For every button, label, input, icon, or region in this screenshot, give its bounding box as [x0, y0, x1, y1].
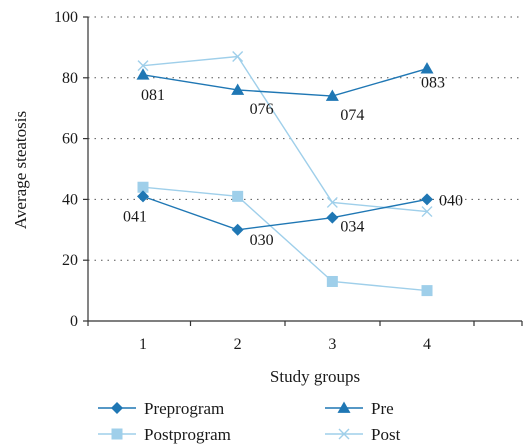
data-point [232, 51, 244, 63]
legend: Preprogram Pre Postprogram Post [98, 399, 401, 444]
x-tick-label: 1 [139, 336, 147, 353]
data-label: 076 [250, 101, 274, 118]
series-preprogram [137, 190, 434, 236]
series-group [136, 51, 434, 297]
legend-item-postprogram: Postprogram [98, 425, 231, 444]
legend-label: Pre [371, 399, 394, 418]
tick-labels: 0 20 40 60 80 100 1 2 3 4 [54, 9, 431, 353]
y-axis-label: Average steatosis [11, 111, 30, 229]
x-tick-label: 2 [234, 336, 242, 353]
y-tick-label: 80 [62, 70, 78, 87]
series-pre [136, 62, 434, 101]
data-point [337, 401, 351, 413]
data-label: 074 [340, 107, 364, 124]
data-point [137, 190, 149, 203]
legend-label: Post [371, 425, 401, 444]
y-tick-label: 100 [54, 9, 78, 26]
data-point [421, 285, 433, 297]
legend-label: Postprogram [144, 425, 231, 444]
x-tick-label: 4 [423, 336, 431, 353]
legend-item-pre: Pre [325, 399, 394, 418]
data-point [420, 62, 434, 74]
data-point [326, 196, 338, 208]
axes [83, 16, 523, 326]
data-point [231, 83, 245, 95]
data-point-stroke [338, 428, 350, 440]
y-tick-label: 0 [70, 313, 78, 330]
series-postprogram [137, 181, 433, 297]
x-tick-label: 3 [328, 336, 336, 353]
data-label: 081 [141, 87, 165, 104]
data-label: 083 [421, 75, 445, 92]
data-label: 034 [340, 219, 364, 236]
data-label: 041 [123, 208, 147, 225]
data-point [111, 428, 123, 440]
y-tick-label: 60 [62, 131, 78, 148]
data-point [421, 206, 433, 218]
data-point-stroke [137, 60, 149, 72]
data-point [136, 68, 150, 80]
x-axis-label: Study groups [270, 367, 360, 386]
data-point-stroke [326, 196, 338, 208]
data-point [137, 181, 149, 193]
data-point [326, 275, 338, 287]
y-tick-label: 20 [62, 252, 78, 269]
data-point [232, 190, 244, 202]
series-line [142, 186, 428, 292]
legend-label: Preprogram [144, 399, 224, 418]
data-point-stroke [232, 51, 244, 63]
data-point [326, 211, 339, 224]
series-line [142, 68, 428, 97]
data-label: 040 [439, 192, 463, 209]
data-point-stroke [421, 206, 433, 218]
data-point [338, 428, 350, 440]
data-label: 030 [250, 232, 274, 249]
data-point [111, 402, 123, 414]
series-post [137, 51, 433, 218]
series-line [142, 55, 428, 213]
data-point [231, 223, 244, 236]
data-labels: 041 030 034 040 081 076 074 083 [123, 75, 463, 249]
data-point [137, 60, 149, 72]
data-point [421, 193, 434, 206]
legend-item-post: Post [325, 425, 401, 444]
grid-lines [88, 16, 522, 261]
legend-item-preprogram: Preprogram [98, 399, 224, 418]
series-line [142, 195, 428, 231]
data-point [325, 89, 339, 101]
y-tick-label: 40 [62, 191, 78, 208]
